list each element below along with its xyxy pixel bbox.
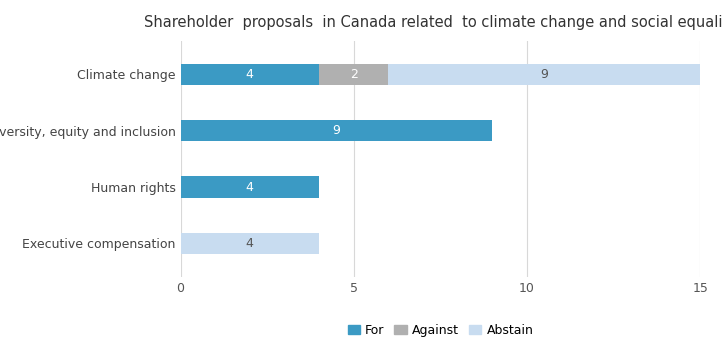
- Bar: [180, 64, 319, 85]
- Text: 2: 2: [350, 68, 357, 81]
- Bar: [180, 176, 319, 198]
- Text: 9: 9: [333, 124, 340, 137]
- Text: 4: 4: [246, 68, 253, 81]
- Bar: [180, 120, 492, 141]
- Text: 9: 9: [541, 68, 548, 81]
- Title: Shareholder  proposals  in Canada related  to climate change and social equality: Shareholder proposals in Canada related …: [144, 15, 722, 30]
- Text: 4: 4: [246, 180, 253, 194]
- Bar: [180, 233, 319, 254]
- Bar: [388, 64, 700, 85]
- Text: 4: 4: [246, 237, 253, 250]
- Bar: [319, 64, 388, 85]
- Legend: For, Against, Abstain: For, Against, Abstain: [342, 319, 539, 338]
